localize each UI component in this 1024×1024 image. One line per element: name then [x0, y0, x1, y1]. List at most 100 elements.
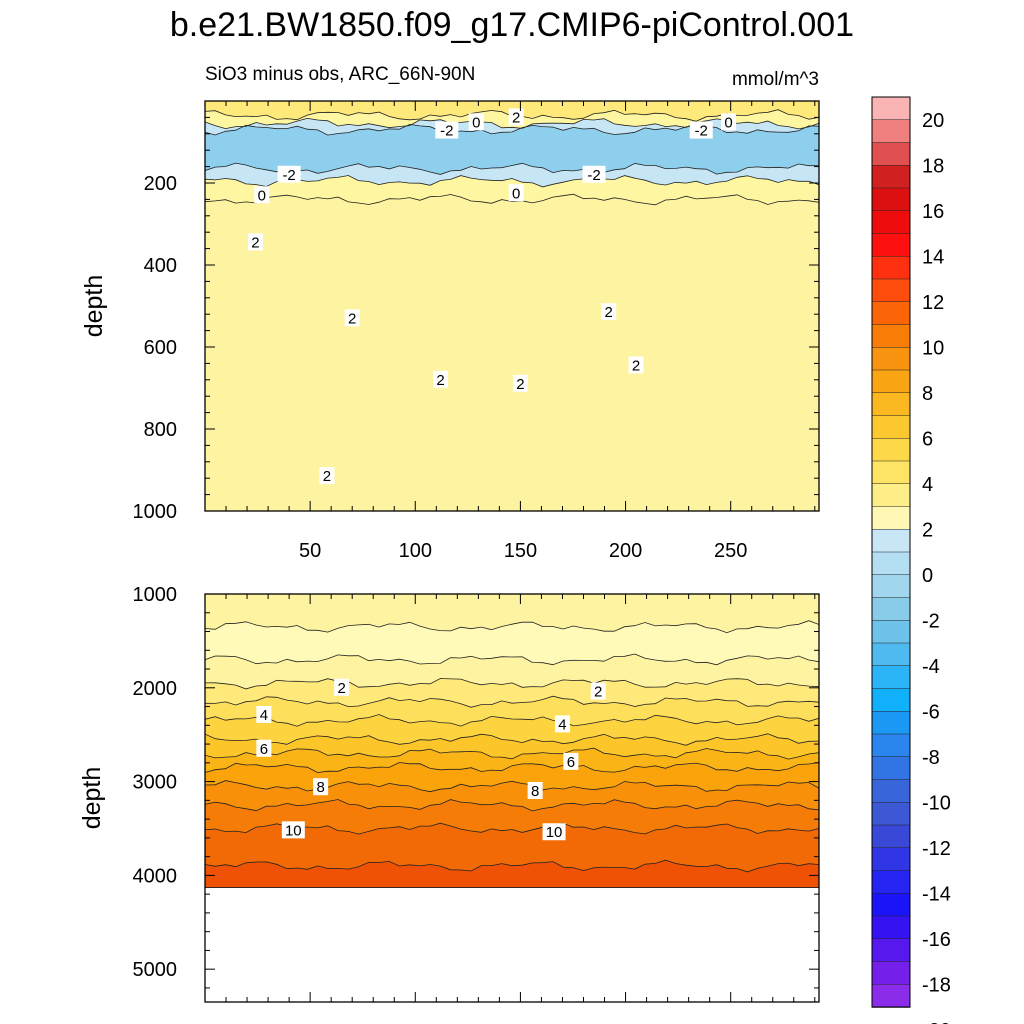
- colorbar-level-label: -6: [922, 701, 940, 723]
- contour-line: [205, 799, 819, 812]
- contour-line: [205, 678, 819, 690]
- contour-label-box: [281, 821, 305, 839]
- contour-label: 2: [516, 376, 524, 393]
- contour-label-box: [563, 752, 579, 770]
- contour-fill-band: [205, 780, 819, 811]
- contour-label: -2: [282, 167, 295, 184]
- colorbar-level-label: -18: [922, 974, 951, 996]
- y-tick-label: 1000: [133, 584, 178, 606]
- colorbar-labels: 20181614121086420-2-4-6-8-10-12-14-16-18…: [922, 110, 951, 1024]
- contour-line: [205, 175, 819, 188]
- contour-fill-band: [205, 678, 819, 708]
- colorbar-swatch: [871, 301, 911, 326]
- lower-panel-contours: [205, 620, 819, 888]
- colorbar-swatch: [871, 142, 911, 166]
- contour-label: 2: [323, 468, 331, 485]
- contour-line: [205, 733, 819, 746]
- colorbar-swatch: [871, 96, 911, 121]
- colorbar-level-label: -8: [922, 747, 940, 769]
- contour-label: 2: [605, 304, 613, 321]
- contour-label: 4: [260, 707, 268, 724]
- colorbar-swatch: [871, 688, 911, 712]
- colorbar-swatch: [871, 278, 911, 303]
- colorbar-level-label: -14: [922, 883, 951, 905]
- contour-label-box: [319, 467, 335, 485]
- upper-panel-fill: [205, 101, 819, 511]
- colorbar-level-label: -2: [922, 610, 940, 632]
- colorbar-level-label: 4: [922, 474, 933, 496]
- colorbar-swatch: [871, 369, 911, 394]
- contour-line: [205, 123, 819, 136]
- contour-label: 10: [546, 824, 563, 841]
- colorbar-swatch: [871, 802, 911, 826]
- colorbar-level-label: 2: [922, 519, 933, 541]
- contour-fill-band: [205, 194, 819, 511]
- colorbar-swatches: [871, 96, 911, 1008]
- contour-line: [205, 822, 819, 835]
- contour-line: [205, 162, 819, 175]
- y-tick-label: 400: [144, 255, 177, 277]
- contour-label-box: [527, 781, 543, 799]
- units-label: mmol/m^3: [732, 69, 819, 90]
- colorbar-level-label: -10: [922, 792, 951, 814]
- colorbar-swatch: [871, 438, 911, 462]
- contour-label: 0: [724, 114, 732, 131]
- colorbar-level-label: 18: [922, 155, 944, 177]
- contour-label-box: [344, 309, 360, 327]
- x-tick-label: 250: [714, 540, 747, 562]
- colorbar-swatch: [871, 233, 911, 257]
- contour-label-box: [508, 108, 524, 126]
- contour-line: [205, 762, 819, 774]
- colorbar-swatch: [871, 733, 911, 758]
- contour-label: 10: [285, 822, 302, 839]
- colorbar-swatch: [871, 938, 911, 963]
- colorbar-level-label: 10: [922, 337, 944, 359]
- contour-label-box: [433, 370, 449, 388]
- lower-panel-ticks: 1000 2000 3000 4000 5000: [133, 584, 819, 1002]
- contour-label: 0: [258, 187, 266, 204]
- x-tick-label: 100: [399, 540, 432, 562]
- contour-label-box: [247, 233, 263, 251]
- no-data-region: [205, 887, 819, 1002]
- y-tick-label: 200: [144, 173, 177, 195]
- contour-line: [205, 653, 819, 666]
- contour-label-box: [590, 682, 606, 700]
- colorbar-swatch: [871, 506, 911, 530]
- contour-label-box: [313, 778, 329, 796]
- lower-panel-fill: [205, 594, 819, 1002]
- contour-label: 0: [472, 114, 480, 131]
- contour-label: 2: [348, 310, 356, 327]
- upper-panel: 2 0 -2 -2 0 -2 -2 0 0 2 2 2 2 2 2 2 200 400 600 800 1000 50 1…: [80, 100, 820, 562]
- contour-line: [205, 117, 819, 130]
- contour-label: 2: [251, 234, 259, 251]
- lower-y-axis-label: depth: [78, 767, 106, 830]
- y-tick-label: 5000: [133, 959, 178, 981]
- figure-title: b.e21.BW1850.f09_g17.CMIP6-piControl.001: [170, 6, 854, 44]
- contour-fill-band: [205, 620, 819, 665]
- contour-line: [205, 780, 819, 793]
- colorbar-swatch: [871, 824, 911, 849]
- y-tick-label: 600: [144, 337, 177, 359]
- contour-line: [205, 620, 819, 634]
- contour-label-box: [542, 823, 566, 841]
- colorbar-swatch: [871, 392, 911, 417]
- y-tick-label: 1000: [133, 501, 178, 523]
- contour-label-box: [468, 113, 484, 131]
- colorbar-level-label: -4: [922, 656, 940, 678]
- upper-y-axis-label: depth: [80, 275, 108, 338]
- contour-label-box: [435, 121, 459, 139]
- panel-subtitle: SiO3 minus obs, ARC_66N-90N: [205, 64, 475, 85]
- colorbar-level-label: -20: [922, 1020, 951, 1024]
- upper-panel-frame: [204, 100, 820, 512]
- colorbar-swatch: [871, 779, 911, 803]
- colorbar-level-label: 8: [922, 383, 933, 405]
- contour-label: 2: [436, 372, 444, 389]
- colorbar-swatch: [871, 165, 911, 189]
- contour-label-box: [689, 121, 713, 139]
- contour-label-box: [554, 715, 570, 733]
- contour-label: -2: [695, 123, 708, 140]
- contour-line: [205, 695, 819, 708]
- colorbar-swatch: [871, 870, 911, 894]
